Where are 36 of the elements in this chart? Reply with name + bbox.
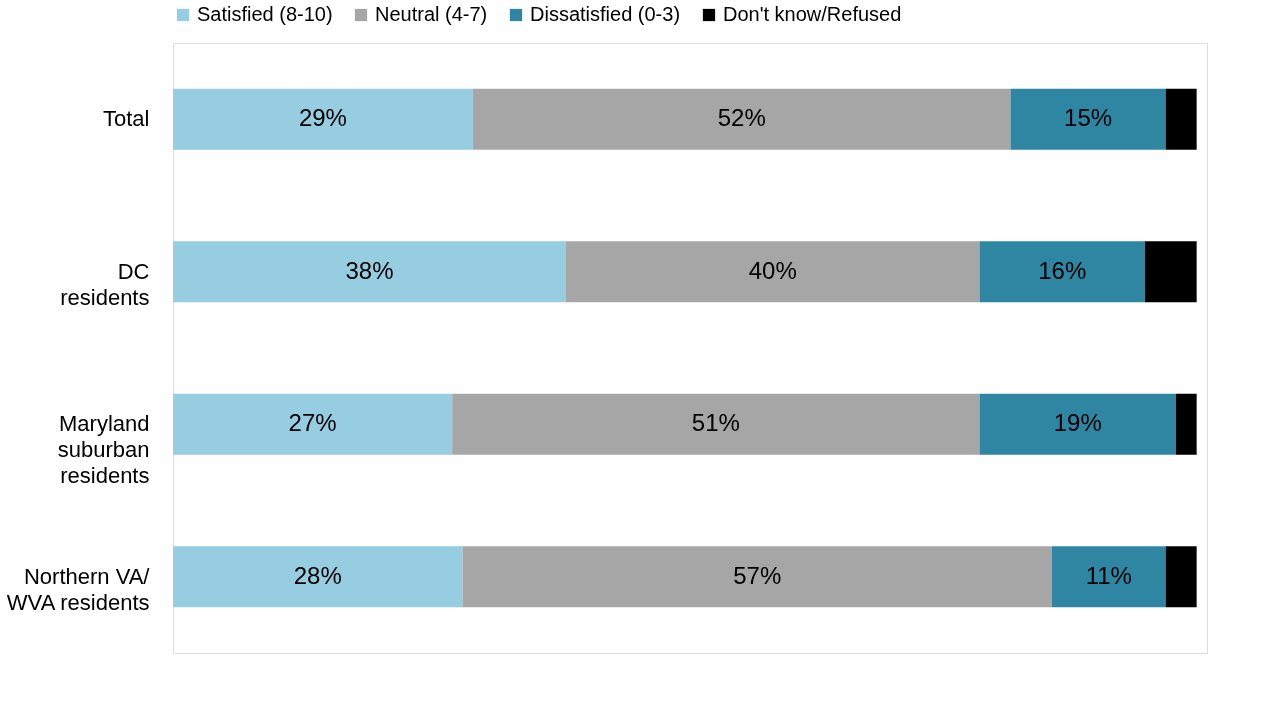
data-label: 16% bbox=[1038, 256, 1087, 284]
data-label: 19% bbox=[1053, 409, 1102, 437]
bar bbox=[173, 546, 463, 608]
data-label: 38% bbox=[345, 256, 394, 284]
bar bbox=[1144, 241, 1197, 303]
y-tick-label: Maryland suburban residents bbox=[57, 411, 150, 489]
y-tick-label: Northern VA/ WVA residents bbox=[6, 563, 151, 615]
legend-label: Satisfied (8-10) bbox=[197, 3, 333, 25]
legend-label: Don't know/Refused bbox=[723, 3, 902, 25]
bar bbox=[1051, 546, 1166, 608]
data-label: 57% bbox=[733, 561, 782, 589]
bar bbox=[1165, 88, 1197, 150]
bar bbox=[472, 88, 1011, 150]
bar bbox=[173, 393, 453, 455]
data-label: 27% bbox=[288, 409, 337, 437]
data-label: 52% bbox=[717, 104, 766, 132]
bar bbox=[565, 241, 980, 303]
bar bbox=[452, 393, 980, 455]
bar bbox=[979, 393, 1176, 455]
y-tick-label: Total bbox=[103, 106, 150, 132]
bar bbox=[1165, 546, 1197, 608]
data-label: 51% bbox=[691, 409, 740, 437]
bar bbox=[1175, 393, 1197, 455]
data-label: 15% bbox=[1064, 104, 1113, 132]
legend-label: Neutral (4-7) bbox=[375, 3, 488, 25]
bar bbox=[462, 546, 1052, 608]
bar bbox=[979, 241, 1145, 303]
bar bbox=[1010, 88, 1166, 150]
legend-label: Dissatisfied (0-3) bbox=[530, 3, 681, 25]
y-tick-label: DC residents bbox=[60, 258, 150, 310]
bar bbox=[173, 88, 473, 150]
bar bbox=[173, 241, 566, 303]
data-label: 28% bbox=[293, 561, 342, 589]
data-label: 40% bbox=[748, 256, 797, 284]
data-label: 29% bbox=[298, 104, 347, 132]
data-label: 11% bbox=[1085, 561, 1132, 589]
